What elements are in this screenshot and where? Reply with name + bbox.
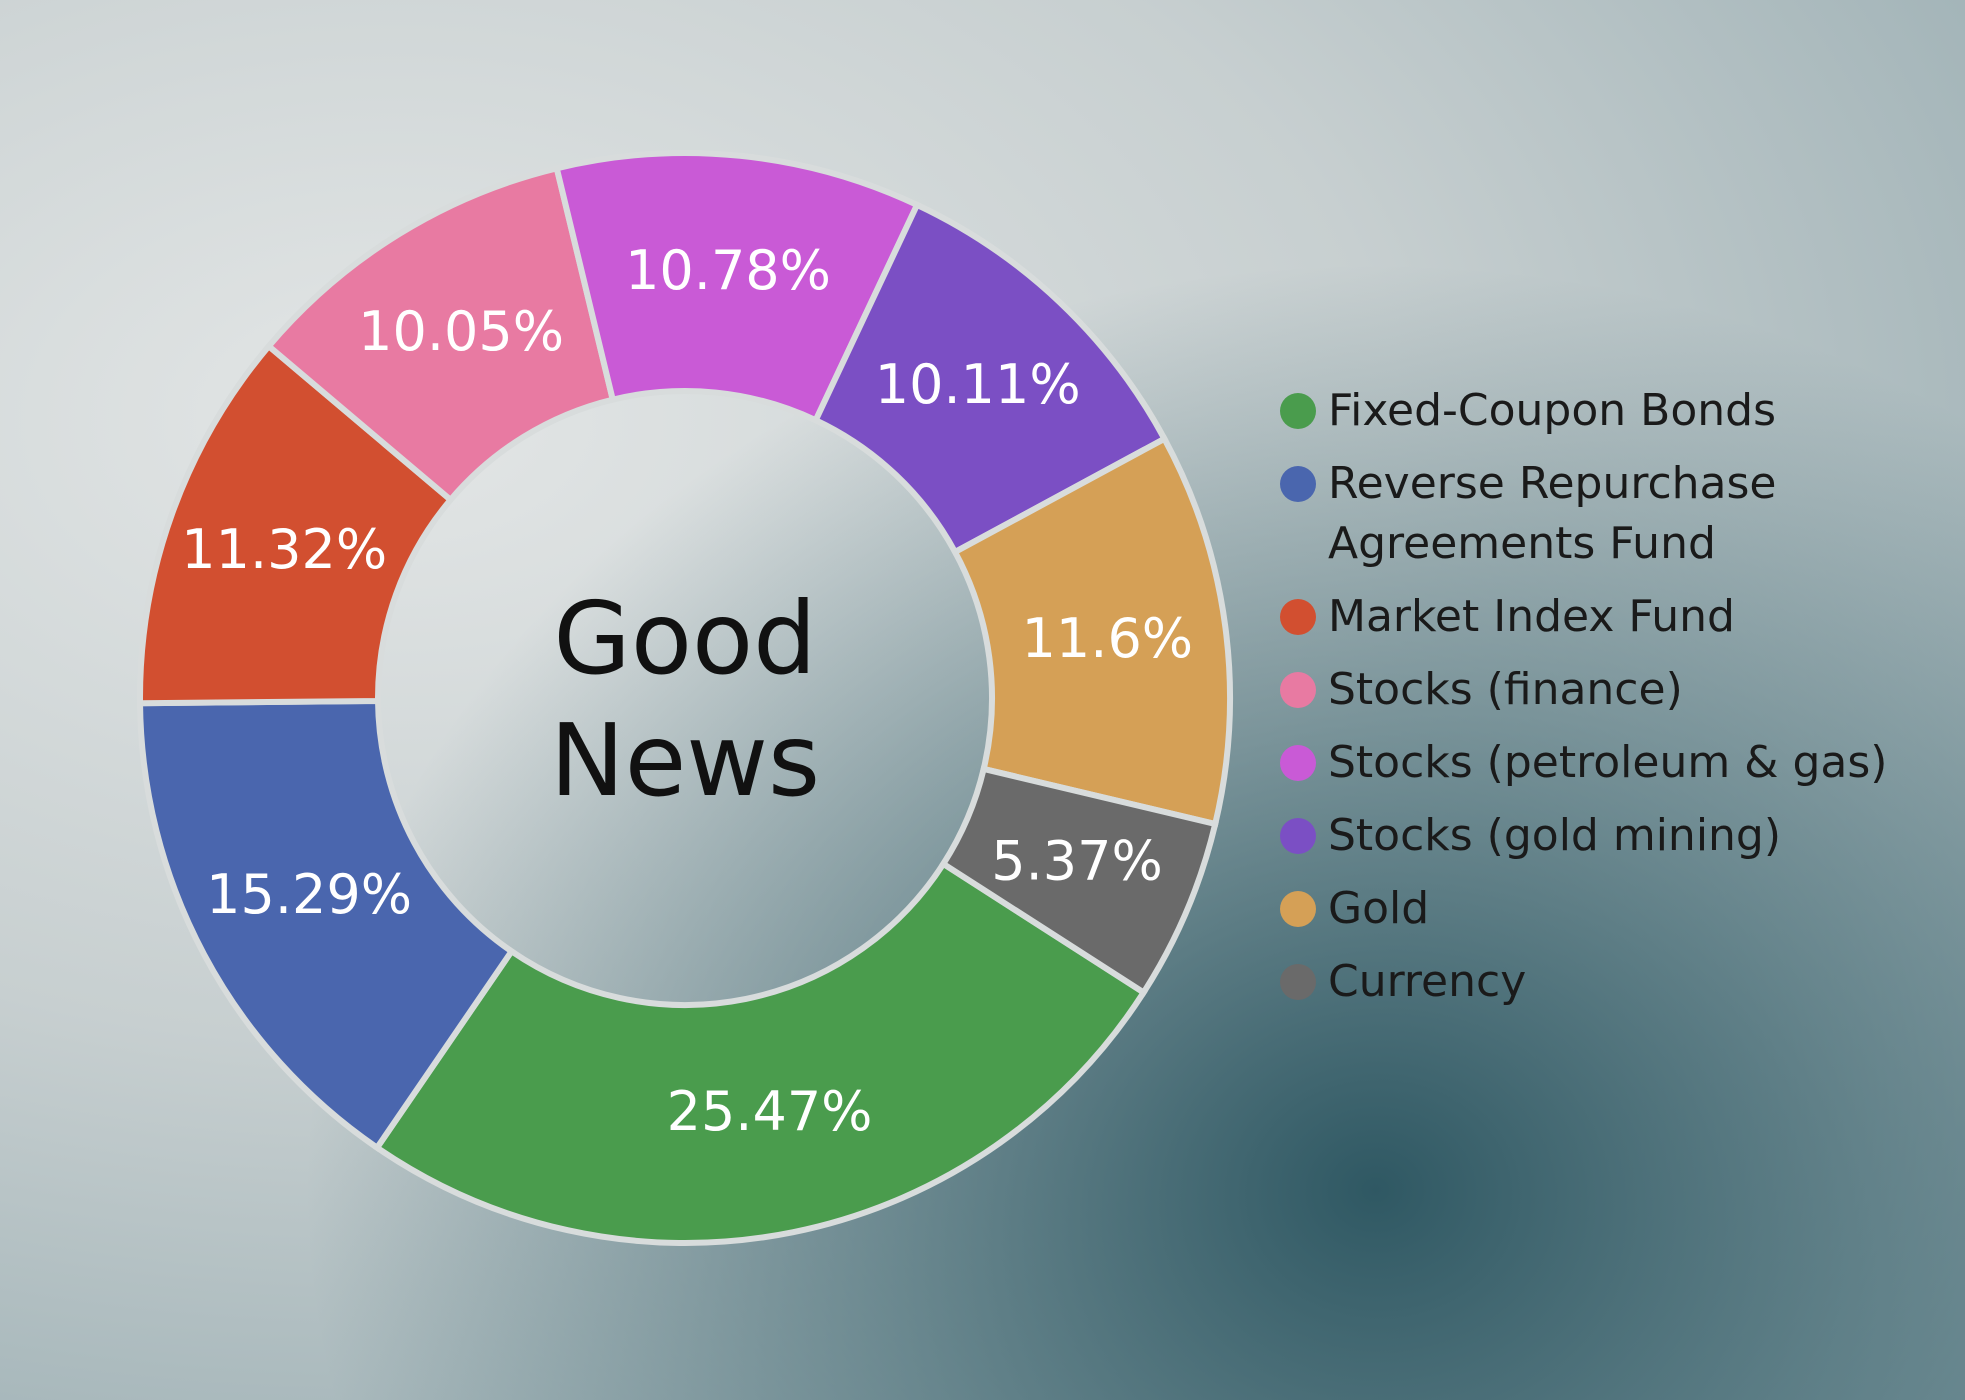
donut-slice (136, 697, 516, 1152)
legend-entry: Stocks (petroleum & gas) (1280, 733, 1948, 793)
legend-entry: Market Index Fund (1280, 587, 1948, 647)
legend-entry: Stocks (finance) (1280, 660, 1948, 720)
slice-label: 10.05% (358, 300, 564, 363)
donut-slice (939, 765, 1219, 997)
legend-label: Market Index Fund (1328, 591, 1735, 642)
legend-swatch (1280, 672, 1316, 708)
slice-label: 15.29% (206, 863, 412, 926)
legend-label: Gold (1328, 883, 1430, 934)
donut-slice (950, 434, 1233, 828)
legend-label: Stocks (petroleum & gas) (1328, 737, 1888, 788)
legend-entry: Gold (1280, 879, 1948, 939)
legend-label: Stocks (gold mining) (1328, 810, 1782, 861)
legend-entry: Stocks (gold mining) (1280, 806, 1948, 866)
legend-label: Fixed-Coupon Bonds (1328, 385, 1776, 436)
legend-entry: Reverse Repurchase Agreements Fund (1280, 454, 1948, 574)
slice-label: 10.11% (875, 353, 1081, 416)
legend-entry: Currency (1280, 952, 1948, 1012)
legend-swatch (1280, 393, 1316, 429)
slice-label: 25.47% (667, 1080, 873, 1143)
legend-swatch (1280, 891, 1316, 927)
donut-slice (372, 859, 1148, 1246)
center-title: Good News (549, 580, 821, 819)
legend-swatch (1280, 964, 1316, 1000)
legend-swatch (1280, 466, 1316, 502)
legend-swatch (1280, 818, 1316, 854)
legend-swatch (1280, 745, 1316, 781)
slice-label: 10.78% (625, 239, 831, 302)
slice-label: 5.37% (991, 829, 1163, 892)
legend-entry: Fixed-Coupon Bonds (1280, 381, 1948, 441)
legend-label: Currency (1328, 956, 1527, 1007)
slice-label: 11.6% (1022, 607, 1194, 670)
legend-label: Reverse Repurchase Agreements Fund (1328, 458, 1777, 569)
legend-label: Stocks (finance) (1328, 664, 1683, 715)
legend-swatch (1280, 599, 1316, 635)
legend: Fixed-Coupon Bonds Reverse Repurchase Agr… (1280, 381, 1948, 1025)
slice-label: 11.32% (181, 518, 387, 581)
